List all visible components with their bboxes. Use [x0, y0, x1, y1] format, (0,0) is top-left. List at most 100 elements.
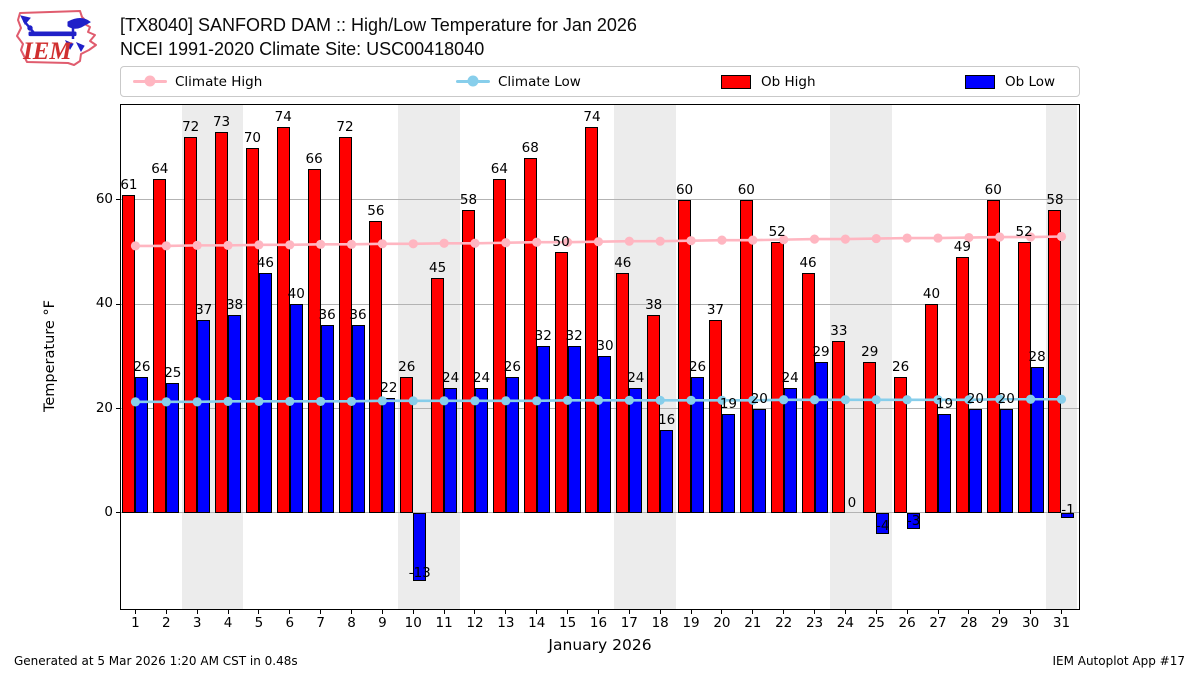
x-tick-label: 8: [347, 615, 356, 631]
x-tick-label: 17: [620, 615, 638, 631]
y-tick-mark: [116, 199, 120, 201]
ob-high-value-label: 64: [151, 161, 169, 178]
x-tick-label: 10: [404, 615, 422, 631]
legend-item-ob-low: Ob Low: [963, 67, 1055, 96]
climate-high-marker: [717, 235, 727, 245]
ob-high-bar: [400, 377, 414, 513]
ob-high-bar: [986, 199, 1000, 513]
ob-high-value-label: 68: [521, 140, 539, 157]
ob-high-value-label: 26: [892, 359, 910, 376]
x-tick-label: 26: [898, 615, 916, 631]
ob-low-bar: [135, 377, 149, 513]
ob-low-bar: [1030, 366, 1044, 513]
x-tick-label: 14: [528, 615, 546, 631]
y-gridline: [120, 512, 1080, 514]
x-tick-mark: [567, 610, 569, 614]
ob-low-value-label: -13: [408, 564, 431, 581]
ob-low-bar: [660, 429, 674, 513]
ob-high-bar: [925, 304, 938, 513]
ob-high-value-label: 70: [243, 129, 261, 146]
ob-low-value-label: -4: [876, 517, 890, 534]
ob-high-bar: [863, 361, 877, 513]
ob-high-bar: [122, 194, 136, 513]
x-tick-label: 16: [589, 615, 608, 631]
x-tick-label: 29: [991, 615, 1009, 631]
x-tick-mark: [937, 610, 939, 614]
x-tick-label: 20: [713, 615, 731, 631]
ob-low-value-label: 20: [750, 390, 768, 407]
y-tick-label: 20: [95, 399, 113, 416]
ob-high-value-label: 50: [552, 234, 570, 251]
y-tick-label: 0: [104, 503, 113, 520]
ob-low-value-label: 16: [658, 411, 676, 428]
ob-high-bar: [492, 179, 506, 513]
ob-low-bar-swatch-icon: [963, 74, 997, 89]
ob-high-bar: [678, 199, 692, 513]
climate-high-marker: [933, 233, 943, 243]
ob-low-bar: [968, 408, 982, 513]
x-tick-label: 12: [466, 615, 484, 631]
iem-logo: IEM: [16, 10, 97, 66]
x-tick-mark: [227, 610, 229, 614]
chart-legend: Climate High Climate Low Ob High Ob Low: [120, 66, 1080, 97]
x-tick-mark: [505, 610, 507, 614]
ob-low-bar: [166, 382, 180, 513]
ob-high-bar: [616, 273, 630, 513]
legend-label: Ob Low: [1005, 73, 1056, 90]
climate-high-marker: [809, 234, 820, 244]
x-tick-mark: [320, 610, 322, 614]
ob-high-value-label: 56: [367, 202, 385, 219]
ob-high-value-label: 46: [799, 255, 817, 271]
ob-high-value-label: 33: [830, 322, 848, 339]
ob-high-value-label: 49: [953, 239, 971, 256]
ob-high-bar: [184, 137, 198, 513]
x-tick-mark: [412, 610, 414, 614]
x-tick-label: 24: [836, 615, 854, 631]
x-tick-label: 13: [497, 615, 515, 631]
ob-low-value-label: 25: [164, 364, 182, 381]
ob-high-value-label: 58: [459, 192, 478, 209]
x-tick-mark: [844, 610, 846, 614]
ob-low-value-label: 24: [442, 369, 460, 386]
x-tick-mark: [1060, 610, 1062, 614]
ob-high-value-label: 29: [861, 343, 879, 360]
x-tick-mark: [196, 610, 198, 614]
generated-timestamp: Generated at 5 Mar 2026 1:20 AM CST in 0…: [14, 654, 298, 668]
ob-low-value-label: 24: [627, 369, 645, 386]
y-tick-mark: [116, 512, 120, 514]
x-tick-mark: [752, 610, 754, 614]
ob-low-value-label: 38: [225, 296, 244, 313]
iem-logo-text: IEM: [22, 38, 72, 65]
ob-high-bar: [307, 168, 321, 513]
ob-low-bar: [474, 387, 488, 513]
ob-high-value-label: 73: [212, 114, 231, 131]
ob-high-bar: [153, 179, 167, 513]
y-tick-label: 60: [95, 190, 113, 207]
ob-low-bar: [351, 325, 365, 513]
ob-low-value-label: 30: [596, 338, 614, 355]
x-tick-mark: [628, 610, 630, 614]
climate-high-line-swatch-icon: [133, 74, 167, 89]
ob-high-value-label: 61: [120, 176, 138, 193]
x-tick-mark: [474, 610, 476, 614]
x-tick-label: 22: [775, 615, 793, 631]
ob-low-bar: [814, 361, 828, 513]
x-tick-label: 31: [1052, 615, 1071, 631]
x-tick-label: 23: [805, 615, 824, 631]
climate-high-marker: [902, 233, 912, 243]
ob-low-bar: [444, 387, 458, 513]
ob-low-value-label: 24: [781, 369, 799, 386]
x-tick-label: 11: [435, 615, 453, 631]
ob-low-bar: [228, 314, 242, 513]
ob-high-bar-swatch-icon: [719, 74, 753, 89]
x-tick-mark: [536, 610, 538, 614]
x-tick-label: 6: [285, 615, 295, 631]
y-tick-mark: [116, 408, 120, 410]
ob-high-value-label: 72: [336, 119, 354, 136]
ob-low-value-label: 0: [847, 494, 857, 511]
ob-high-value-label: 45: [429, 260, 447, 277]
ob-high-bar: [461, 210, 475, 513]
y-tick-mark: [116, 303, 120, 305]
x-tick-mark: [814, 610, 816, 614]
